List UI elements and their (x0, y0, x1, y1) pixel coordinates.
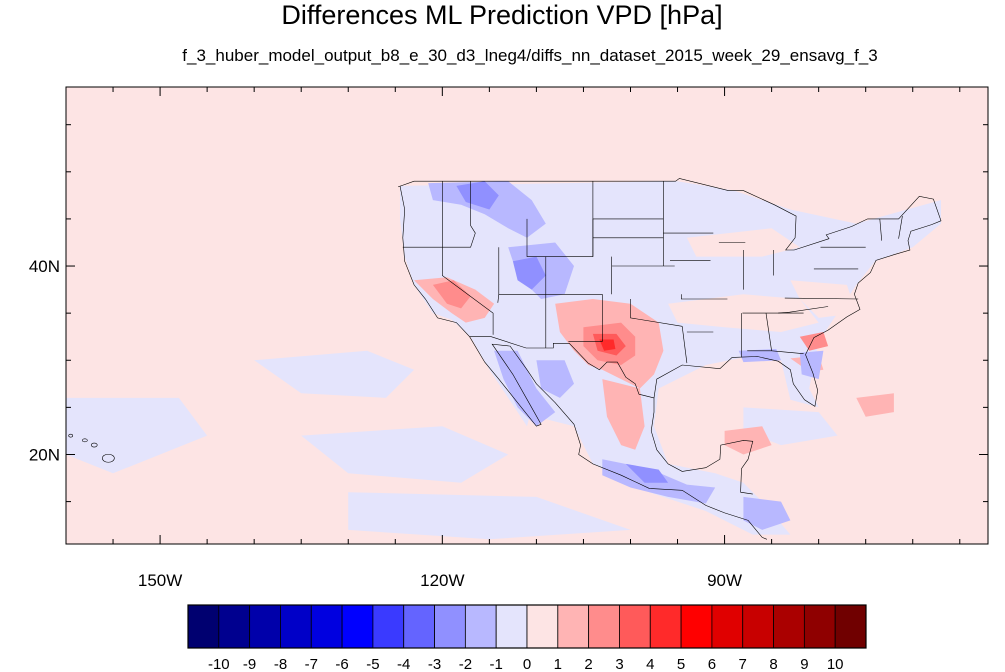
boundary-line (650, 397, 754, 495)
colorbar-label: -4 (397, 656, 410, 672)
contour-region (799, 350, 824, 380)
state-boundaries (68, 178, 942, 540)
colorbar-label: -6 (335, 656, 348, 672)
colorbar-label: 6 (708, 656, 716, 672)
colorbar-frame (187, 604, 867, 649)
colorbar-label: -2 (459, 656, 472, 672)
contour-region (743, 496, 791, 530)
colorbar-swatch (341, 604, 374, 649)
map-title: Differences ML Prediction VPD [hPa] (281, 0, 722, 30)
boundary-line (879, 218, 882, 241)
colorbar: -10 -9 -8 -7 -6 -5 -4 -3 -2 -1 0 1 2 3 4 5 6 7 8 9 10 (187, 604, 867, 672)
colorbar-swatch (588, 604, 620, 649)
colorbar-label: 2 (584, 656, 592, 672)
colorbar-label: -7 (305, 656, 318, 672)
contour-region (348, 492, 631, 540)
boundary-line (469, 336, 655, 399)
contour-field (66, 181, 941, 540)
boundary-line (568, 294, 603, 342)
colorbar-swatch (773, 604, 805, 649)
boundary-line (442, 181, 476, 248)
colorbar-label: 8 (769, 656, 777, 672)
colorbar-swatch (680, 604, 713, 649)
contour-region (599, 339, 616, 351)
colorbar-label: 1 (554, 656, 562, 672)
contour-region (799, 332, 829, 351)
map-tick-labels: 150W 120W 90W 40N 20N (29, 257, 742, 590)
colorbar-label: -8 (274, 656, 287, 672)
contour-region (602, 379, 645, 450)
contour-region (625, 463, 669, 483)
island-outline (90, 442, 98, 448)
boundary-line (771, 350, 804, 354)
lon-tick-label: 120W (420, 571, 464, 590)
contour-region (724, 426, 772, 455)
colorbar-swatch (249, 604, 281, 649)
colorbar-swatch (310, 604, 343, 649)
boundary-line (784, 297, 859, 300)
colorbar-label: -1 (490, 656, 503, 672)
contour-region (432, 280, 471, 309)
colorbar-swatch (711, 604, 744, 649)
colorbar-swatch (526, 604, 559, 649)
boundary-line (765, 313, 772, 351)
island-outline (68, 433, 74, 438)
colorbar-swatch (649, 604, 682, 649)
boundary-line (898, 216, 903, 239)
map-subtitle: f_3_huber_model_output_b8_e_30_d3_lneg4/… (182, 46, 877, 65)
boundary-line (630, 299, 683, 327)
contour-region (254, 350, 415, 398)
contour-region (428, 181, 546, 238)
colorbar-swatch (742, 604, 774, 649)
colorbar-swatch (557, 604, 590, 649)
colorbar-swatch (464, 604, 497, 649)
map-plot-area: 150W 120W 90W 40N 20N (29, 86, 989, 590)
map-ticks (66, 87, 988, 544)
colorbar-label: 0 (523, 656, 531, 672)
lat-tick-label: 40N (29, 257, 60, 276)
colorbar-label: 10 (827, 656, 844, 672)
contour-region (66, 397, 208, 474)
island-outline (82, 438, 88, 443)
colorbar-label: 7 (739, 656, 747, 672)
colorbar-swatch (619, 604, 651, 649)
contour-region (743, 407, 838, 446)
boundary-line (681, 294, 728, 300)
contour-region (738, 349, 781, 363)
contour-region (790, 280, 857, 318)
boundary-line (399, 185, 768, 540)
island-outline (102, 453, 115, 463)
boundary-line (778, 306, 829, 314)
colorbar-swatch (434, 604, 466, 649)
colorbar-swatch (187, 604, 220, 649)
colorbar-swatch (403, 604, 435, 649)
colorbar-swatch (372, 604, 405, 649)
colorbar-swatch (280, 604, 312, 649)
colorbar-swatch (218, 604, 251, 649)
boundary-line (397, 178, 942, 407)
colorbar-label: -9 (243, 656, 256, 672)
contour-region (456, 181, 499, 210)
contour-region (856, 393, 894, 417)
colorbar-label: 9 (800, 656, 808, 672)
colorbar-swatch (495, 604, 528, 649)
lat-tick-label: 20N (29, 445, 60, 464)
lon-tick-label: 150W (138, 571, 182, 590)
colorbar-swatch (803, 604, 836, 649)
contour-region (536, 360, 574, 398)
contour-region (301, 426, 509, 483)
colorbar-label: 3 (615, 656, 623, 672)
lon-tick-label: 90W (707, 571, 742, 590)
contour-region (512, 256, 546, 290)
colorbar-label: 5 (677, 656, 685, 672)
colorbar-label: -5 (366, 656, 379, 672)
colorbar-label: -10 (208, 656, 230, 672)
colorbar-swatch (834, 604, 867, 649)
colorbar-label: 4 (646, 656, 654, 672)
boundary-line (442, 247, 494, 335)
map-frame (65, 86, 989, 545)
boundary-line (681, 326, 688, 364)
colorbar-label: -3 (428, 656, 441, 672)
